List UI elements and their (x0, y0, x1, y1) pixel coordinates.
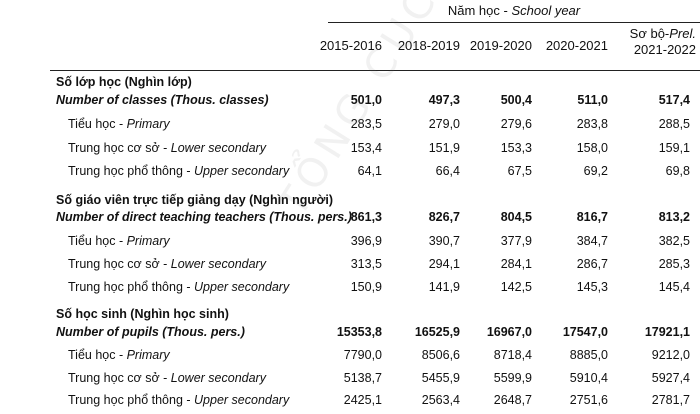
table-row: Trung học phổ thông - Upper secondary 24… (68, 393, 690, 407)
section-total-row: Number of pupils (Thous. pers.) 15353,8 … (56, 325, 690, 339)
table-row: Trung học cơ sở - Lower secondary 153,4 … (68, 141, 690, 155)
table-row: Tiểu học - Primary 7790,0 8506,6 8718,4 … (68, 348, 690, 362)
section-title-vi: Số lớp học (Nghìn lớp) (56, 75, 192, 89)
year-col-3: 2019-2020 (469, 38, 532, 53)
table-row: Trung học phổ thông - Upper secondary 15… (68, 280, 690, 294)
section-title-vi: Số giáo viên trực tiếp giảng dạy (Nghìn … (56, 193, 334, 207)
year-col-4: 2020-2021 (545, 38, 608, 53)
year-col-1: 2015-2016 (319, 38, 382, 53)
year-header-row: 2015-2016 2018-2019 2019-2020 2020-2021 … (50, 22, 700, 71)
school-year-label: Năm học - School year (447, 3, 581, 18)
table-row: Tiểu học - Primary 396,9 390,7 377,9 384… (68, 234, 690, 248)
school-year-header: Năm học - School year (328, 0, 700, 23)
year-col-prelim: Sơ bộ-Prel. 2021-2022 (629, 26, 696, 57)
table-row: Trung học phổ thông - Upper secondary 64… (68, 164, 690, 178)
section-total-row: Number of classes (Thous. classes) 501,0… (56, 93, 690, 107)
table-row: Tiểu học - Primary 283,5 279,0 279,6 283… (68, 117, 690, 131)
section-title-vi: Số học sinh (Nghìn học sinh) (56, 307, 229, 321)
section-total-row: Number of direct teaching teachers (Thou… (56, 210, 690, 224)
table-row: Trung học cơ sở - Lower secondary 313,5 … (68, 257, 690, 271)
year-col-2: 2018-2019 (397, 38, 460, 53)
table-row: Trung học cơ sở - Lower secondary 5138,7… (68, 371, 690, 385)
